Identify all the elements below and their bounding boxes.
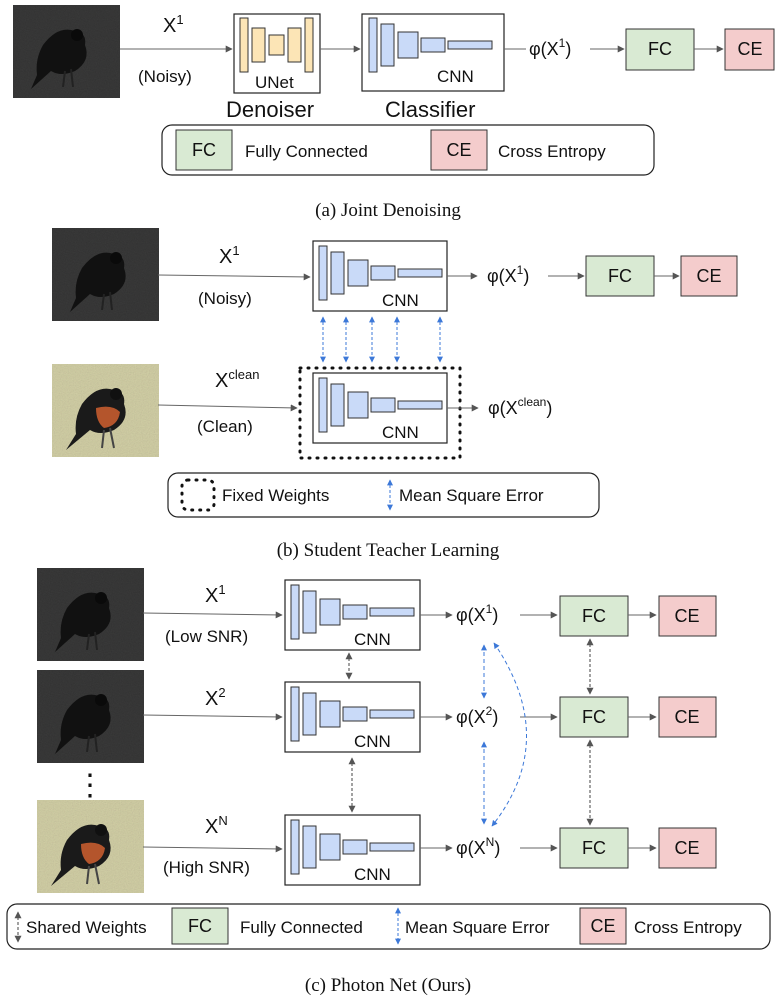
row2-cnn-label: CNN xyxy=(354,732,391,751)
legend-fc-box-label: FC xyxy=(192,140,216,160)
ce-label: CE xyxy=(737,39,762,59)
row1-ce-label: CE xyxy=(674,606,699,626)
unet-shape xyxy=(239,17,314,73)
legend-c-mse-text: Mean Square Error xyxy=(405,918,550,937)
rowN-phi: φ(XN) xyxy=(456,835,500,858)
legend-c-ce-box xyxy=(579,907,627,945)
fixed-weights-border xyxy=(298,366,462,460)
row2-phi: φ(X2) xyxy=(456,704,498,727)
noisy-input-desc: (Noisy) xyxy=(198,289,252,308)
unet-label: UNet xyxy=(255,73,294,92)
row2-ce-box xyxy=(658,696,717,738)
ce-box xyxy=(724,28,775,71)
legend-c-fc-box xyxy=(171,907,229,945)
row1-cnn-label: CNN xyxy=(354,630,391,649)
noisy-bird-image xyxy=(13,5,120,98)
ce-label-b: CE xyxy=(696,266,721,286)
input-label: X1 xyxy=(163,12,184,37)
noisy-input-label: X1 xyxy=(219,243,240,268)
row1-input-label: X1 xyxy=(205,582,226,607)
legend-a xyxy=(161,124,655,176)
legend-ce-box-label: CE xyxy=(446,140,471,160)
row1-ce-box xyxy=(658,595,717,637)
row1-fc-box xyxy=(559,595,629,637)
legend-b xyxy=(167,472,600,518)
legend-fc-text: Fully Connected xyxy=(245,142,368,161)
mse-arrows-c xyxy=(481,642,527,827)
classifier-cnn-label: CNN xyxy=(437,67,474,86)
denoiser-label: Denoiser xyxy=(226,97,314,122)
legend-shared-weights-text: Shared Weights xyxy=(26,918,147,937)
high-snr-bird-image xyxy=(37,800,144,893)
legend-fc-box xyxy=(175,129,233,171)
clean-input-desc: (Clean) xyxy=(197,417,253,436)
ellipsis: ⋮ xyxy=(75,769,105,802)
low-snr-bird-image xyxy=(37,568,144,661)
legend-c-ce-text: Cross Entropy xyxy=(634,918,742,937)
phi-clean-output: φ(Xclean) xyxy=(488,395,552,418)
legend-c-fc-box-label: FC xyxy=(188,916,212,936)
noisy-bird-image-b xyxy=(52,228,159,321)
rowN-input-label: XN xyxy=(205,813,228,838)
clean-bird-image xyxy=(52,364,159,457)
panel-c: ⋮ X1 (Low SNR) CNN φ(X1) FC CE X2 CNN φ(… xyxy=(6,568,771,996)
row1-phi: φ(X1) xyxy=(456,602,498,625)
phi-output: φ(X1) xyxy=(529,36,571,59)
panel-a: X1 (Noisy) UNet Denoiser CNN Classifier … xyxy=(13,5,775,221)
mse-arrows-b xyxy=(320,316,443,363)
row2-ce-label: CE xyxy=(674,707,699,727)
rowN-input-desc: (High SNR) xyxy=(163,858,250,877)
legend-fixed-weights-text: Fixed Weights xyxy=(222,486,329,505)
student-cnn-label: CNN xyxy=(382,291,419,310)
row1-input-desc: (Low SNR) xyxy=(165,627,248,646)
rowN-ce-box xyxy=(658,827,717,869)
shared-weight-arrows-cnn xyxy=(345,652,356,813)
rowN-fc-label: FC xyxy=(582,838,606,858)
teacher-cnn-label: CNN xyxy=(382,423,419,442)
input-desc: (Noisy) xyxy=(138,67,192,86)
rowN-ce-label: CE xyxy=(674,838,699,858)
legend-fixed-weights-icon xyxy=(180,478,216,512)
rowN-cnn-label: CNN xyxy=(354,865,391,884)
rowN-fc-box xyxy=(559,827,629,869)
ce-box-b xyxy=(680,255,738,297)
rowN-arrow-in xyxy=(142,845,283,853)
fc-label: FC xyxy=(648,39,672,59)
row2-fc-label: FC xyxy=(582,707,606,727)
fc-box xyxy=(625,28,695,71)
classifier-label: Classifier xyxy=(385,97,475,122)
legend-mse-text: Mean Square Error xyxy=(399,486,544,505)
phi-output-b: φ(X1) xyxy=(487,263,529,286)
fc-label-b: FC xyxy=(608,266,632,286)
row2-input-label: X2 xyxy=(205,685,226,710)
caption-b: (b) Student Teacher Learning xyxy=(277,540,500,561)
caption-a: (a) Joint Denoising xyxy=(315,200,461,221)
legend-ce-text: Cross Entropy xyxy=(498,142,606,161)
mid-snr-bird-image xyxy=(37,670,144,763)
arrow-clean-to-cnn xyxy=(157,404,298,412)
row1-arrow-in xyxy=(142,611,283,619)
clean-input-label: Xclean xyxy=(215,367,259,392)
legend-c-fc-text: Fully Connected xyxy=(240,918,363,937)
caption-c: (c) Photon Net (Ours) xyxy=(305,975,471,996)
arrow-noisy-to-cnn xyxy=(157,273,311,281)
legend-c-ce-box-label: CE xyxy=(590,916,615,936)
row2-arrow-in xyxy=(142,713,283,721)
row1-fc-label: FC xyxy=(582,606,606,626)
legend-ce-box xyxy=(430,129,488,171)
panel-b: X1 (Noisy) CNN φ(X1) FC CE Xclean (Clean… xyxy=(52,228,738,561)
